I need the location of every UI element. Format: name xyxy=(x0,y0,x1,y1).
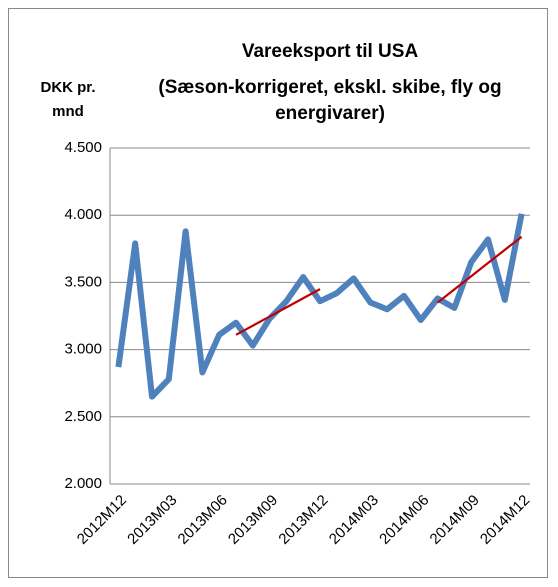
y-tick-label: 4.500 xyxy=(64,139,102,156)
chart-title: energivarer) xyxy=(275,103,385,124)
y-tick-label: 4.000 xyxy=(64,206,102,223)
y-tick-label: 2.000 xyxy=(64,475,102,492)
chart-title: (Sæson-korrigeret, ekskl. skibe, fly og xyxy=(158,77,501,98)
y-tick-label: 2.500 xyxy=(64,408,102,425)
data-line xyxy=(115,213,525,400)
trend-line xyxy=(436,235,523,304)
y-axis-label: mnd xyxy=(52,103,84,120)
y-tick-label: 3.500 xyxy=(64,273,102,290)
trend-line xyxy=(235,288,321,336)
y-axis-label: DKK pr. xyxy=(40,79,95,96)
y-tick-label: 3.000 xyxy=(64,341,102,358)
chart-title: Vareeksport til USA xyxy=(242,41,419,62)
